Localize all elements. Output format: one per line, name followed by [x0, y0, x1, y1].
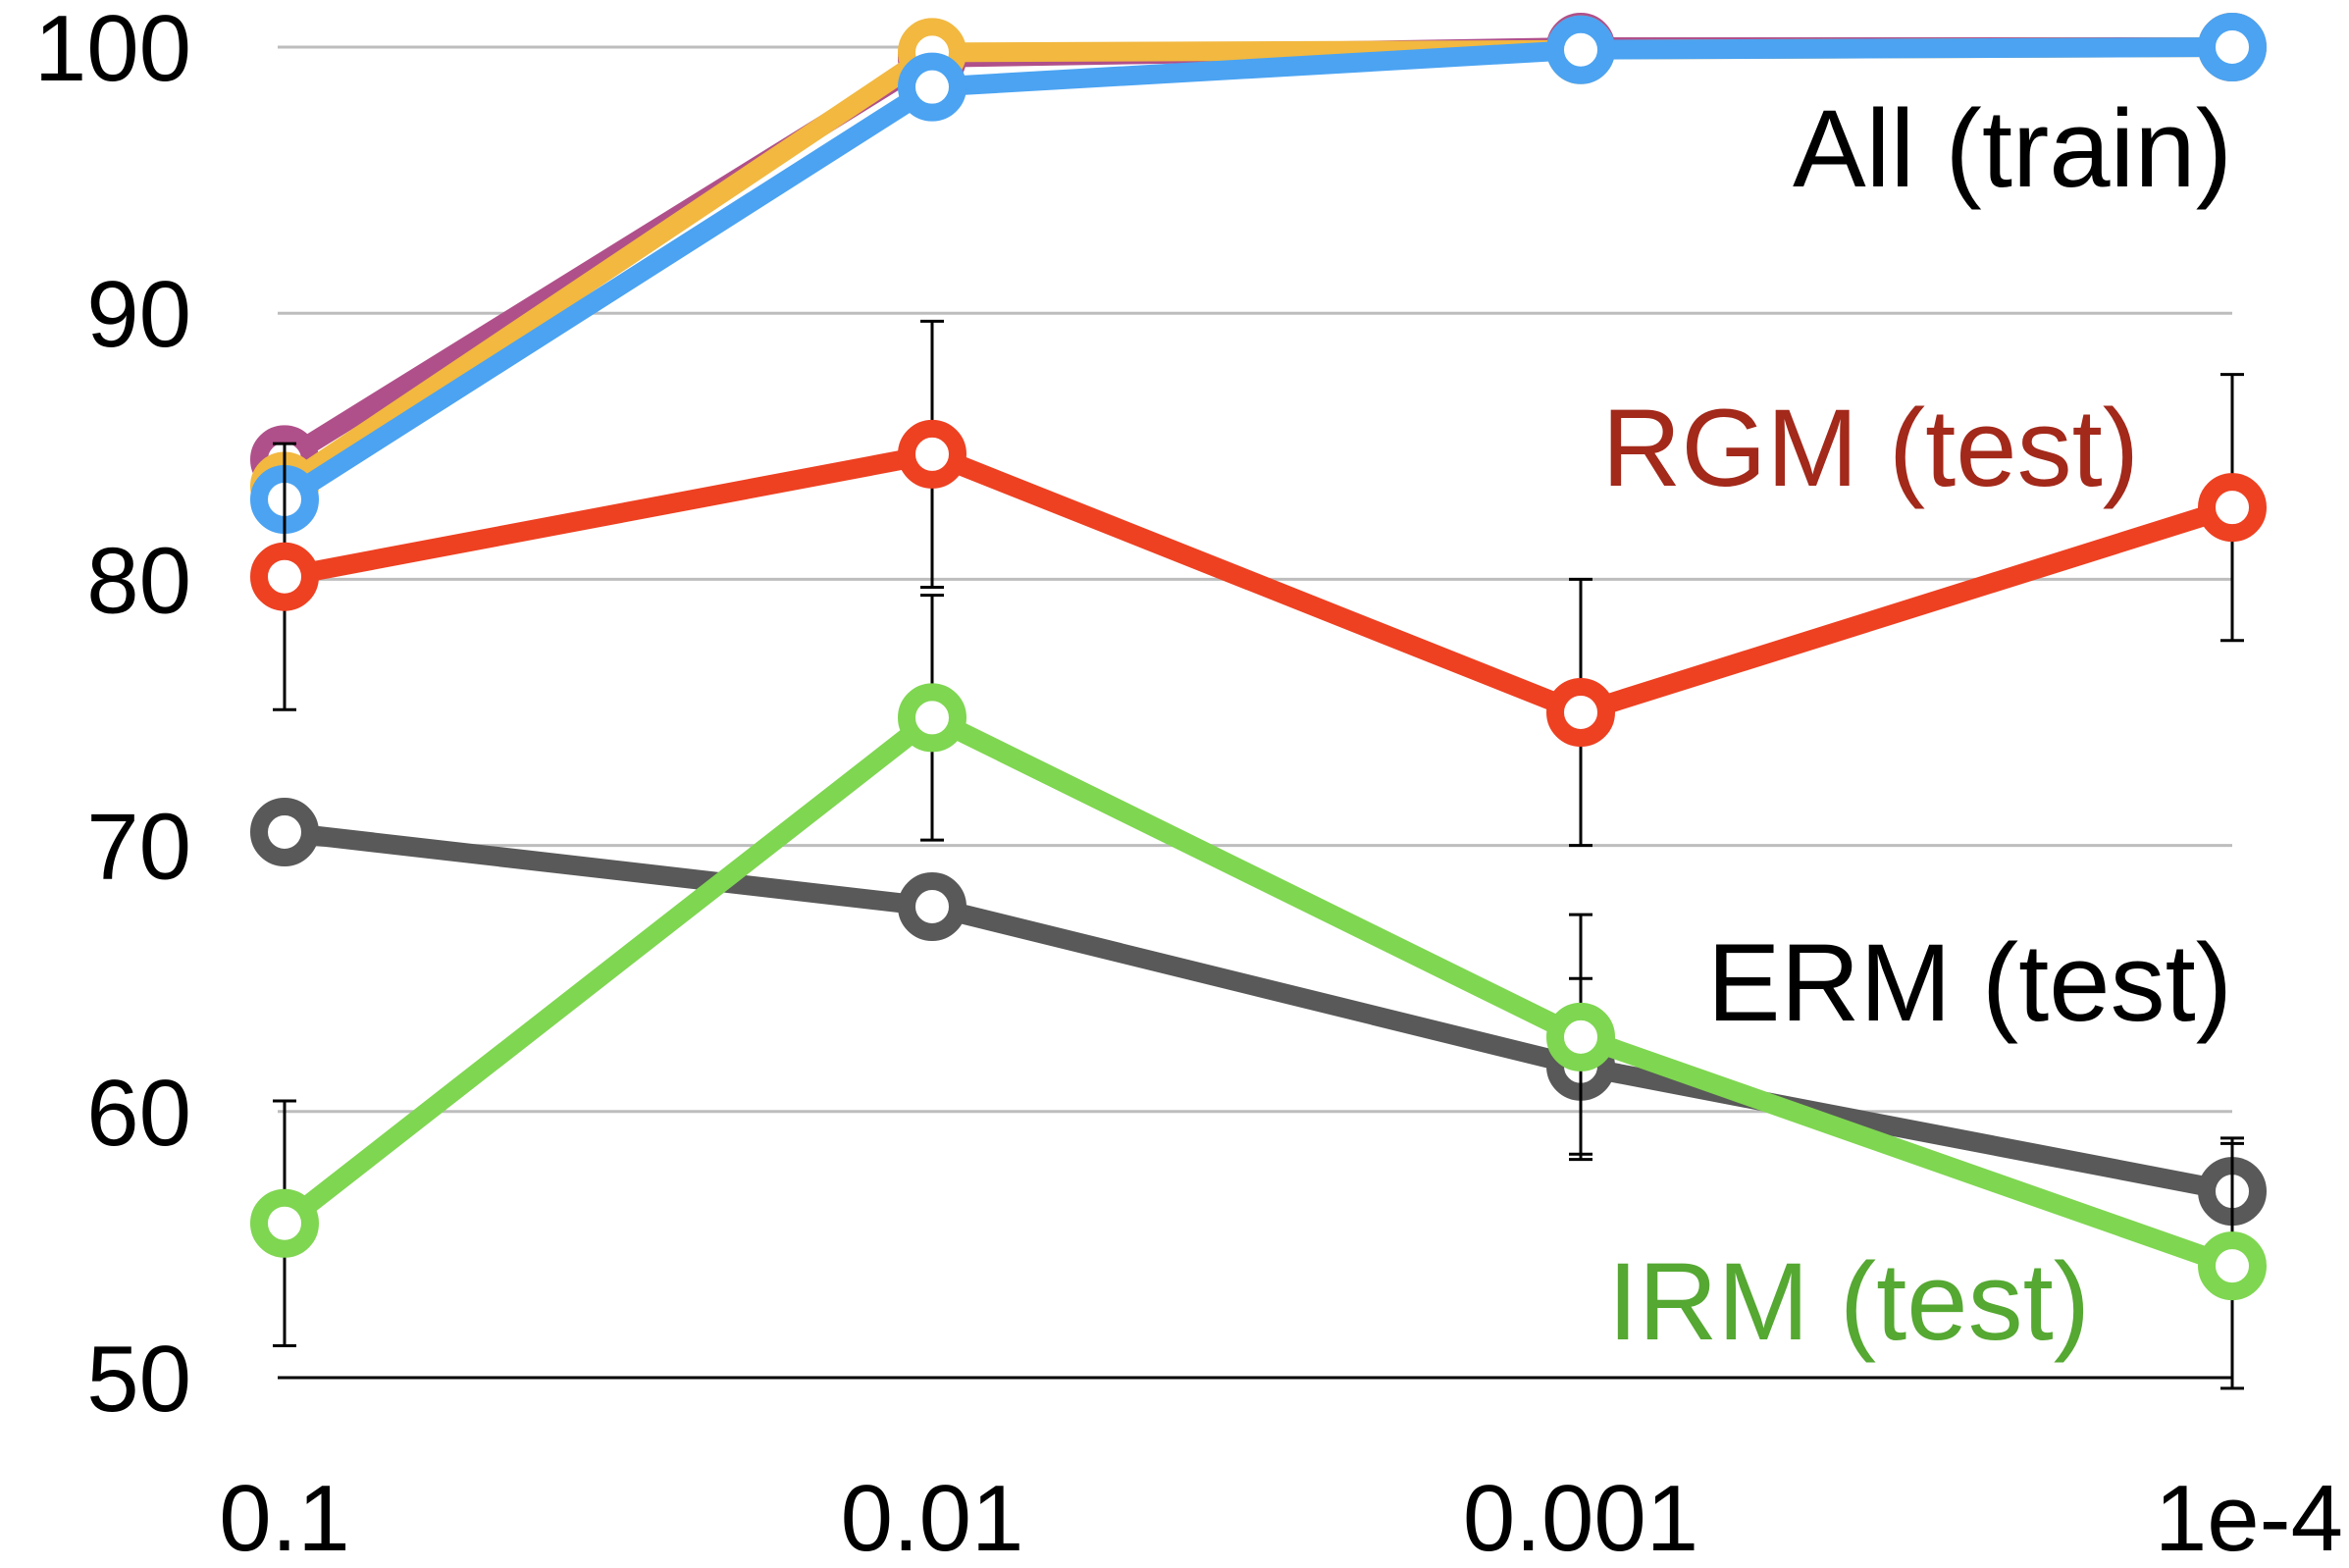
y-tick-label: 100 [34, 0, 191, 101]
series-line [275, 37, 2242, 510]
annotation-erm-test: ERM (test) [1707, 921, 2232, 1044]
x-tick-label: 0.001 [1463, 1466, 1698, 1568]
data-point [1546, 678, 1615, 747]
data-point [2198, 13, 2267, 81]
series-4 [250, 798, 2267, 1246]
data-point [898, 683, 966, 753]
series-line [275, 444, 2242, 722]
data-point [898, 871, 966, 941]
series [250, 13, 2267, 1390]
series-5 [250, 594, 2267, 1390]
data-point [1546, 1002, 1615, 1071]
annotation-irm-test: IRM (test) [1607, 1240, 2090, 1363]
y-tick-labels: 100 90 80 70 60 50 [34, 0, 191, 1432]
data-point [2198, 1231, 2267, 1301]
x-tick-label: 0.1 [219, 1466, 349, 1568]
data-point [250, 1188, 319, 1258]
y-tick-label: 60 [86, 1061, 191, 1166]
y-tick-label: 80 [86, 528, 191, 633]
series-line [275, 822, 2242, 1202]
data-point [898, 419, 966, 489]
x-tick-label: 0.01 [841, 1466, 1024, 1568]
annotation-all-train: All (train) [1793, 87, 2232, 210]
series-line [275, 707, 2242, 1277]
data-point [898, 52, 966, 122]
x-tick-label: 1e-4 [2155, 1466, 2343, 1568]
data-point [250, 542, 319, 611]
series-2 [250, 13, 2267, 535]
data-point [250, 798, 319, 867]
annotations: All (train) RGM (test) ERM (test) IRM (t… [1601, 87, 2232, 1363]
y-tick-label: 70 [86, 795, 191, 900]
series-3 [250, 319, 2267, 848]
x-tick-labels: 0.1 0.01 0.001 1e-4 [219, 1466, 2343, 1568]
data-point [1546, 15, 1615, 84]
data-point [2198, 473, 2267, 543]
y-tick-label: 50 [86, 1327, 191, 1432]
annotation-rgm-test: RGM (test) [1601, 387, 2139, 509]
y-tick-label: 90 [86, 262, 191, 367]
